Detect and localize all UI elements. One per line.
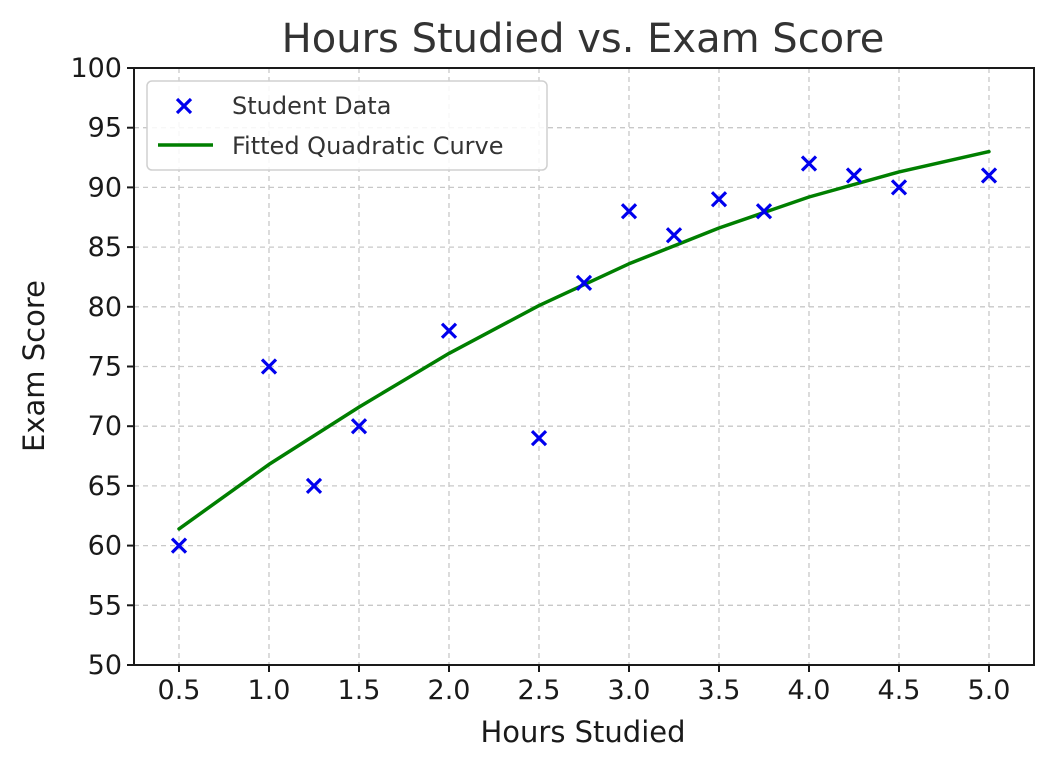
student-data-point — [710, 191, 728, 208]
x-tick-label: 3.0 — [608, 675, 651, 706]
y-tick-label: 95 — [88, 113, 122, 144]
y-tick-label: 70 — [88, 411, 122, 442]
x-axis-ticks: 0.5 1.0 1.5 2.0 2.5 3.0 3.5 4.0 4.5 5.0 — [158, 665, 1011, 706]
legend-label-student-data: Student Data — [232, 92, 391, 120]
x-marker-stroke — [665, 227, 683, 244]
y-axis-label: Exam Score — [17, 280, 51, 452]
x-marker-stroke — [530, 429, 548, 447]
x-tick-label: 5.0 — [968, 675, 1011, 706]
student-data-point — [980, 167, 998, 184]
chart-title: Hours Studied vs. Exam Score — [282, 16, 885, 62]
student-data-point — [845, 167, 863, 184]
y-axis-ticks: 50 55 60 65 70 75 80 85 90 95 100 — [70, 53, 134, 681]
student-data-point — [620, 203, 638, 220]
legend-marker-student-data — [175, 97, 193, 115]
x-axis-label: Hours Studied — [480, 715, 685, 749]
plot-series — [170, 149, 998, 554]
student-data-point — [350, 418, 368, 435]
x-marker-stroke — [800, 155, 818, 172]
x-tick-label: 4.5 — [878, 675, 921, 706]
student-data-point — [665, 227, 683, 244]
student-data-point — [575, 274, 593, 292]
x-marker-stroke — [305, 477, 323, 495]
y-tick-label: 55 — [88, 590, 122, 621]
y-tick-label: 65 — [88, 471, 122, 502]
x-tick-label: 1.0 — [248, 675, 291, 706]
x-tick-label: 3.5 — [698, 675, 741, 706]
x-tick-label: 1.5 — [338, 675, 381, 706]
x-marker-stroke — [710, 191, 728, 208]
y-tick-label: 60 — [88, 531, 122, 562]
x-marker-stroke — [350, 418, 368, 435]
y-tick-label: 100 — [70, 53, 122, 84]
x-marker-stroke — [575, 274, 593, 292]
student-data-point — [170, 537, 188, 554]
y-tick-label: 80 — [88, 292, 122, 323]
x-marker-stroke — [890, 179, 908, 196]
student-data-point — [800, 155, 818, 172]
x-marker-stroke — [620, 203, 638, 220]
x-tick-label: 4.0 — [788, 675, 831, 706]
x-marker-stroke — [755, 203, 773, 220]
x-tick-label: 2.5 — [518, 675, 561, 706]
y-tick-label: 75 — [88, 352, 122, 383]
student-data-point — [530, 429, 548, 447]
x-marker-stroke — [440, 322, 458, 339]
student-data-point — [260, 358, 278, 375]
student-data-point — [755, 203, 773, 220]
legend-box — [146, 80, 548, 171]
x-tick-label: 0.5 — [158, 675, 201, 706]
y-tick-label: 50 — [88, 650, 122, 681]
y-tick-label: 85 — [88, 232, 122, 263]
x-marker-stroke — [260, 358, 278, 375]
fitted-curve-line — [177, 149, 991, 531]
student-data-point — [890, 179, 908, 196]
x-marker-stroke — [845, 167, 863, 184]
x-marker-stroke — [980, 167, 998, 184]
x-marker-stroke — [170, 537, 188, 554]
student-data-point — [440, 322, 458, 339]
y-tick-label: 90 — [88, 172, 122, 203]
legend-label-fitted-curve: Fitted Quadratic Curve — [232, 132, 504, 160]
student-data-point — [305, 477, 323, 495]
x-tick-label: 2.0 — [428, 675, 471, 706]
legend: Student Data Fitted Quadratic Curve — [146, 80, 548, 171]
